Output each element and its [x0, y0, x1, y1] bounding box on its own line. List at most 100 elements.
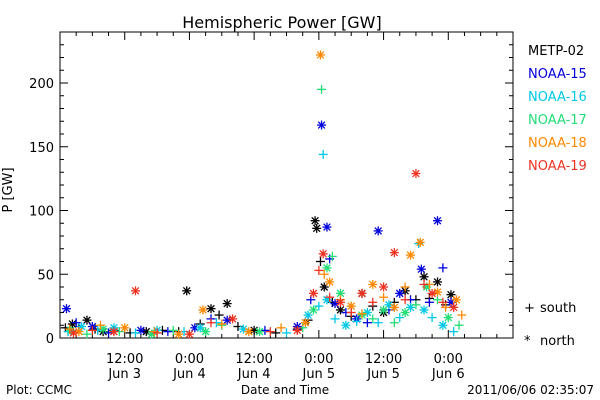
data-point-noaa-15-north: [395, 288, 405, 298]
data-point-noaa-19-north: [318, 249, 328, 259]
data-point-noaa-19-south: [368, 297, 378, 307]
data-point-metp-02-south: [271, 328, 281, 338]
data-point-noaa-17-south: [317, 84, 327, 94]
data-point-noaa-17-north: [308, 305, 318, 315]
x-tick-date-label: Jun 3: [107, 367, 141, 382]
data-point-noaa-18-south: [276, 323, 286, 333]
legend-entry-noaa-15: NOAA-15: [528, 67, 587, 82]
x-tick-date-label: Jun 5: [301, 367, 335, 382]
data-point-noaa-17-south: [411, 300, 421, 310]
x-tick-time-label: 12:00: [106, 352, 143, 367]
data-point-noaa-16-south: [131, 328, 140, 338]
data-point-noaa-18-north: [389, 302, 399, 312]
y-tick-label: 50: [37, 268, 54, 283]
data-point-noaa-17-south: [389, 318, 399, 328]
data-point-noaa-19-north: [68, 328, 78, 338]
data-point-noaa-18-south: [400, 282, 410, 292]
data-point-noaa-17-north: [400, 308, 410, 317]
data-point-noaa-15-south: [104, 328, 114, 338]
data-point-noaa-15-south: [424, 297, 434, 307]
data-point-noaa-17-north: [335, 288, 345, 298]
data-point-noaa-19-south: [314, 265, 324, 275]
y-tick-label: 200: [29, 77, 54, 92]
data-point-noaa-18-south: [357, 309, 367, 319]
y-tick-label: 150: [29, 141, 54, 156]
data-point-noaa-15-north: [416, 264, 426, 274]
data-point-noaa-18-south: [379, 292, 389, 302]
data-point-noaa-19-north: [379, 282, 389, 292]
data-point-noaa-16-south: [373, 318, 383, 328]
data-point-noaa-16-south: [314, 301, 324, 311]
data-point-noaa-19-south: [87, 325, 97, 335]
data-point-noaa-19-south: [346, 308, 356, 317]
data-point-noaa-16-north: [341, 320, 351, 330]
x-tick-date-label: Jun 4: [172, 367, 206, 382]
y-tick-label: 0: [46, 332, 54, 347]
data-point-noaa-16-south: [395, 313, 405, 323]
data-point-noaa-19-north: [357, 288, 367, 298]
data-point-noaa-19-south: [206, 318, 216, 328]
data-point-noaa-19-south: [419, 279, 429, 289]
data-point-noaa-15-north: [322, 222, 332, 232]
data-point-noaa-19-south: [152, 328, 162, 338]
data-point-noaa-18-south: [457, 310, 467, 320]
data-point-noaa-17-south: [82, 329, 92, 339]
data-point-noaa-16-south: [318, 149, 328, 159]
data-point-noaa-19-south: [438, 297, 448, 307]
data-point-metp-02-north: [222, 299, 232, 309]
x-axis-label: Date and Time: [241, 383, 329, 397]
data-point-noaa-18-north: [406, 250, 416, 260]
data-point-noaa-17-north: [255, 327, 265, 337]
data-point-noaa-19-south: [265, 327, 275, 337]
data-point-noaa-15-south: [260, 325, 270, 335]
data-point-noaa-19-north: [109, 327, 119, 337]
data-point-noaa-18-north: [198, 305, 208, 315]
data-point-noaa-17-north: [379, 305, 389, 315]
legend-entry-metp-02: METP-02: [528, 44, 584, 59]
data-point-metp-02-north: [310, 216, 320, 226]
data-point-noaa-18-south: [65, 324, 75, 334]
x-tick-time-label: 0:00: [434, 352, 463, 367]
data-point-noaa-15-south: [438, 263, 448, 273]
data-point-metp-02-north: [82, 315, 92, 325]
legend-south-label: south: [540, 301, 576, 316]
data-point-noaa-16-south: [427, 313, 437, 323]
x-tick-date-label: Jun 6: [431, 367, 465, 382]
legend-north-symbol: *: [524, 334, 531, 349]
legend-entry-noaa-18: NOAA-18: [528, 136, 587, 151]
data-point-metp-02-north: [319, 282, 329, 292]
data-point-metp-02-north: [433, 277, 442, 287]
data-point-noaa-17-north: [201, 327, 211, 337]
data-point-noaa-19-north: [389, 248, 399, 258]
legend: METP-02 NOAA-15 NOAA-16 NOAA-17 NOAA-18 …: [524, 44, 587, 349]
x-tick-date-label: Jun 4: [237, 367, 271, 382]
data-point-noaa-19-north: [335, 297, 345, 307]
x-tick-time-label: 0:00: [175, 352, 204, 367]
data-point-noaa-18-north: [346, 301, 356, 311]
x-tick-date-label: Jun 5: [366, 367, 400, 382]
data-point-noaa-18-north: [415, 237, 425, 247]
data-point-noaa-18-north: [244, 327, 254, 337]
data-points: [60, 50, 467, 339]
data-point-noaa-15-north: [433, 216, 442, 226]
data-point-noaa-15-south: [163, 327, 173, 337]
data-point-noaa-19-north: [228, 314, 238, 324]
data-point-noaa-15-south: [362, 318, 372, 328]
data-point-noaa-18-north: [315, 50, 325, 60]
y-axis-label: P [GW]: [1, 167, 16, 212]
legend-south-symbol: +: [524, 301, 535, 316]
data-point-noaa-15-north: [317, 120, 327, 130]
data-point-noaa-19-north: [411, 169, 421, 179]
plot-frame: [59, 31, 514, 339]
legend-entry-noaa-19: NOAA-19: [528, 159, 587, 174]
data-point-noaa-19-north: [131, 286, 140, 296]
legend-entry-noaa-17: NOAA-17: [528, 113, 587, 128]
data-point-noaa-17-south: [368, 314, 378, 324]
data-point-noaa-15-south: [71, 318, 81, 328]
legend-north-label: north: [540, 334, 575, 349]
data-point-noaa-18-north: [451, 295, 461, 305]
data-point-noaa-15-north: [222, 315, 232, 325]
data-point-noaa-18-south: [319, 269, 329, 279]
data-point-noaa-18-south: [95, 320, 105, 330]
data-point-noaa-17-south: [433, 295, 442, 305]
